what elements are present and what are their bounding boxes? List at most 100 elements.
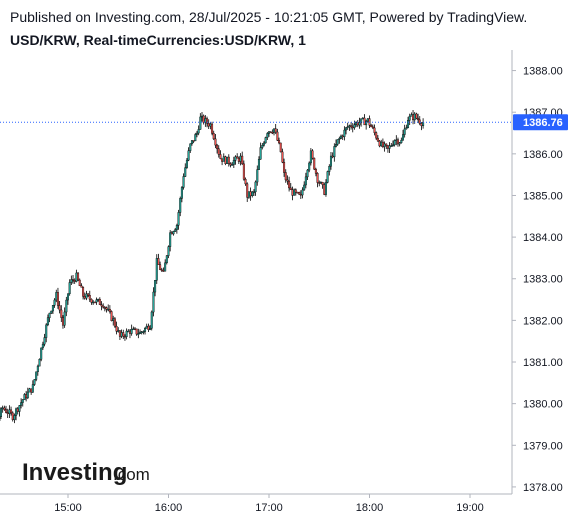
candle-up	[36, 364, 39, 376]
candle-down	[3, 405, 6, 411]
candle-body	[61, 317, 64, 326]
candle-up	[8, 405, 11, 418]
candle-body	[370, 125, 373, 128]
candle-up	[247, 191, 250, 199]
candle-body	[268, 131, 271, 134]
x-axis: 15:00 16:00 17:00 18:00 19:00	[0, 493, 512, 514]
candle-up	[336, 139, 339, 146]
candle-body	[227, 156, 230, 164]
candle-body	[396, 139, 399, 145]
candle-body	[56, 292, 59, 306]
candle-body	[402, 134, 405, 141]
candle-up	[41, 341, 44, 350]
candle-body	[97, 298, 100, 301]
y-tick-label: 1378.00	[523, 482, 563, 494]
candle-down	[157, 253, 160, 265]
candle-up	[150, 310, 153, 331]
candle-body	[373, 127, 376, 133]
candle-body	[211, 123, 214, 134]
y-tick-label: 1386.00	[523, 149, 563, 161]
candle-up	[142, 330, 145, 335]
candle-body	[105, 307, 108, 310]
candle-up	[21, 399, 24, 407]
candle-up	[348, 124, 351, 131]
candle-up	[139, 329, 142, 334]
candle-down	[318, 180, 321, 187]
candle-body	[15, 408, 18, 416]
candle-body	[422, 122, 425, 127]
candle-up	[398, 141, 401, 147]
candle-up	[273, 128, 276, 136]
candle-up	[140, 330, 143, 335]
candle-body	[343, 129, 346, 137]
candle-up	[185, 158, 188, 169]
candle-body	[192, 140, 195, 142]
candle-down	[370, 123, 373, 128]
candle-body	[236, 156, 239, 159]
candle-body	[18, 405, 21, 412]
candle-body	[216, 144, 219, 149]
candle-body	[170, 232, 173, 235]
candle-up	[259, 142, 262, 160]
candle-up	[85, 290, 88, 301]
candle-body	[217, 148, 220, 155]
candle-down	[160, 267, 163, 272]
candle-body	[78, 279, 81, 287]
candle-up	[45, 323, 48, 343]
candle-up	[301, 187, 304, 199]
candle-up	[358, 117, 361, 129]
candle-body	[162, 270, 165, 272]
candle-body	[331, 155, 334, 158]
candle-down	[162, 267, 165, 272]
candle-body	[88, 295, 91, 300]
candle-body	[5, 409, 8, 413]
candle-down	[100, 301, 103, 311]
candle-body	[269, 131, 272, 133]
candle-body	[177, 212, 180, 226]
candle-down	[11, 411, 14, 422]
candle-body	[318, 182, 321, 184]
candle-body	[212, 133, 215, 140]
candle-down	[5, 405, 8, 414]
candle-down	[211, 121, 214, 136]
candle-down	[115, 321, 118, 335]
investing-logo: Investing .com	[22, 459, 150, 486]
candle-down	[385, 143, 388, 150]
candle-series	[0, 109, 425, 424]
candle-body	[264, 137, 267, 144]
candle-up	[268, 131, 271, 137]
candle-body	[231, 164, 234, 166]
candle-down	[90, 298, 93, 305]
candle-up	[20, 398, 23, 409]
candle-body	[117, 330, 120, 332]
candle-down	[147, 323, 150, 332]
candle-body	[283, 161, 286, 173]
candle-down	[356, 119, 359, 128]
candle-down	[108, 305, 111, 314]
candle-body	[358, 122, 361, 126]
candle-body	[23, 394, 26, 400]
candle-up	[182, 173, 185, 190]
candle-up	[308, 161, 311, 173]
x-tick-label: 18:00	[356, 502, 384, 514]
candle-body	[234, 156, 237, 161]
candle-down	[192, 140, 195, 144]
candle-up	[51, 304, 54, 315]
candle-body	[301, 189, 304, 196]
candle-body	[107, 308, 110, 311]
candle-body	[366, 118, 369, 122]
candle-down	[378, 140, 381, 148]
candle-body	[276, 131, 279, 141]
candle-body	[393, 140, 396, 146]
candle-up	[179, 196, 182, 217]
candle-body	[256, 169, 259, 183]
candle-body	[249, 191, 252, 197]
candle-up	[137, 328, 140, 339]
candle-body	[254, 181, 257, 193]
candle-up	[112, 315, 115, 326]
candle-body	[323, 184, 326, 195]
candle-body	[113, 318, 116, 327]
candle-up	[35, 371, 38, 382]
candle-body	[6, 412, 9, 414]
candle-body	[271, 132, 274, 134]
